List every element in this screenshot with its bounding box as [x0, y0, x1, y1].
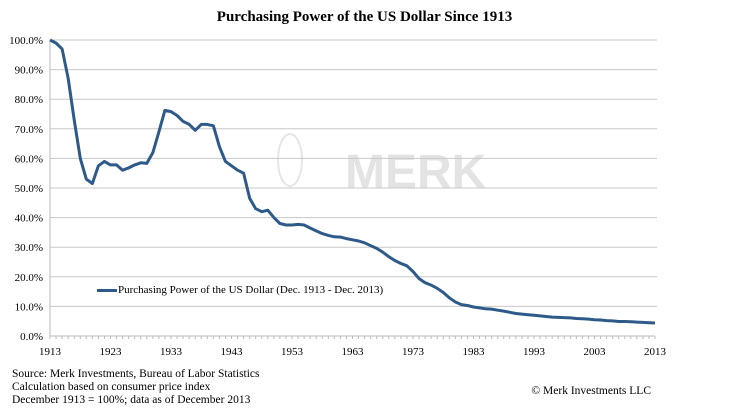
source-note: Source: Merk Investments, Bureau of Labo…	[12, 368, 260, 407]
y-tick-label: 100.0%	[9, 35, 43, 47]
legend-swatch	[97, 288, 117, 292]
copyright: © Merk Investments LLC	[531, 385, 651, 397]
x-tick-label: 1983	[463, 346, 486, 358]
legend: Purchasing Power of the US Dollar (Dec. …	[97, 284, 383, 296]
y-tick-label: 40.0%	[15, 213, 43, 225]
x-tick-label: 1973	[402, 346, 425, 358]
x-tick-label: 1923	[100, 346, 123, 358]
y-tick-label: 20.0%	[15, 272, 43, 284]
x-tick-label: 2003	[584, 346, 607, 358]
y-tick-label: 90.0%	[15, 65, 43, 77]
y-tick-label: 10.0%	[15, 301, 43, 313]
series-line	[49, 38, 656, 325]
y-tick-label: 70.0%	[15, 124, 43, 136]
x-tick-label: 1963	[342, 346, 365, 358]
x-tick-label: 1993	[523, 346, 546, 358]
x-tick-label: 2013	[644, 346, 667, 358]
y-tick-label: 0.0%	[20, 331, 43, 343]
owl-logo-icon	[277, 133, 303, 187]
y-tick-label: 80.0%	[15, 94, 43, 106]
x-tick-label: 1933	[160, 346, 183, 358]
source-line: December 1913 = 100%; data as of Decembe…	[12, 394, 251, 406]
watermark-logo: MERK	[345, 146, 487, 199]
x-tick-label: 1943	[221, 346, 244, 358]
source-line: Source: Merk Investments, Bureau of Labo…	[12, 368, 260, 380]
x-tick-label: 1913	[39, 346, 62, 358]
chart-title: Purchasing Power of the US Dollar Since …	[216, 9, 513, 25]
y-tick-label: 60.0%	[15, 153, 43, 165]
y-tick-label: 30.0%	[15, 242, 43, 254]
x-tick-label: 1953	[281, 346, 304, 358]
source-line: Calculation based on consumer price inde…	[12, 381, 211, 393]
y-tick-label: 50.0%	[15, 183, 43, 195]
legend-label: Purchasing Power of the US Dollar (Dec. …	[118, 284, 384, 296]
